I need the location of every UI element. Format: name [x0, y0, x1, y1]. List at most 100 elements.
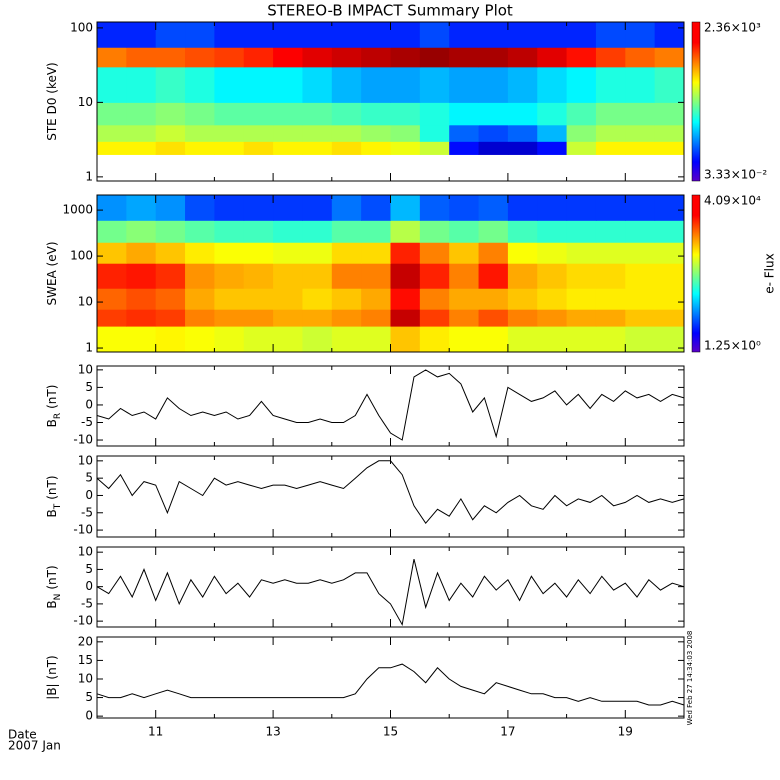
spectrogram-cell — [243, 66, 274, 103]
spectrogram-cell — [566, 309, 597, 327]
spectrogram-cell — [537, 22, 568, 48]
panel-frame — [96, 546, 685, 628]
colorbar-tick-label: 2.36×10³ — [704, 21, 761, 35]
spectrogram-cell — [595, 263, 626, 289]
spectrogram-cell — [97, 288, 127, 310]
spectrogram-cell — [155, 66, 186, 103]
spectrogram-cell — [243, 102, 274, 126]
spectrogram-cell — [126, 124, 157, 142]
y-tick-label: 100 — [70, 20, 93, 34]
spectrogram-cell — [566, 47, 597, 68]
spectrogram-cell — [243, 124, 274, 142]
spectrogram-cell — [654, 102, 685, 126]
spectrogram-cell — [419, 47, 450, 68]
spectrogram-cell — [566, 326, 597, 353]
spectrogram-cell — [331, 288, 362, 310]
y-tick-label: 10 — [78, 671, 93, 685]
spectrogram-cell — [390, 220, 421, 243]
spectrogram-cell — [302, 220, 333, 243]
spectrogram-cell — [595, 288, 626, 310]
spectrogram-cell — [331, 195, 362, 221]
spectrogram-cell — [419, 195, 450, 221]
spectrogram-cell — [361, 263, 391, 289]
spectrogram-cell — [302, 102, 333, 126]
spectrogram-cell — [331, 309, 362, 327]
spectrogram-cell — [273, 102, 303, 126]
spectrogram-cell — [126, 102, 157, 126]
spectrogram-cell — [390, 141, 421, 155]
spectrogram-cell — [185, 124, 215, 142]
spectrogram-cell — [331, 141, 362, 155]
spectrogram-cell — [273, 141, 303, 155]
spectrogram-cell — [126, 242, 157, 264]
y-tick-label: 10 — [78, 453, 93, 467]
spectrogram-cell — [185, 220, 215, 243]
spectrogram-cell — [331, 66, 362, 103]
panel-frame — [96, 636, 685, 719]
spectrogram-cell — [507, 66, 538, 103]
spectrogram-cell — [214, 141, 245, 155]
spectrogram-cell — [625, 309, 656, 327]
spectrogram-cell — [449, 242, 480, 264]
spectrogram-cell — [155, 102, 186, 126]
spectrogram-cell — [595, 22, 626, 48]
spectrogram-cell — [419, 263, 450, 289]
spectrogram-cell — [155, 22, 186, 48]
spectrogram-cell — [155, 220, 186, 243]
spectrogram-cell — [214, 102, 245, 126]
spectrogram-cell — [302, 309, 333, 327]
spectrogram-cell — [97, 309, 127, 327]
spectrogram-cell — [331, 124, 362, 142]
spectrogram-cell — [654, 141, 685, 155]
spectrogram-cell — [361, 124, 391, 142]
timestamp: Wed Feb 27 14:34:03 2008 — [686, 631, 694, 726]
spectrogram-cell — [302, 47, 333, 68]
spectrogram-cell — [155, 326, 186, 353]
spectrogram-cell — [507, 220, 538, 243]
spectrogram-cell — [625, 22, 656, 48]
y-tick-label: -10 — [73, 614, 93, 628]
spectrogram-cell — [537, 141, 568, 155]
panel-frame — [96, 455, 685, 538]
spectrogram-cell — [97, 124, 127, 142]
spectrogram-cell — [566, 263, 597, 289]
data-line — [96, 558, 685, 627]
spectrogram-cell — [273, 242, 303, 264]
y-tick-label: 5 — [85, 690, 93, 704]
spectrogram-cell — [419, 141, 450, 155]
y-label: STE D0 (keV) — [45, 62, 59, 141]
spectrogram-cell — [595, 47, 626, 68]
spectrogram-cell — [595, 326, 626, 353]
spectrogram-cell — [654, 242, 685, 264]
spectrogram-cell — [625, 102, 656, 126]
spectrogram-cell — [243, 47, 274, 68]
y-tick-label: 15 — [78, 653, 93, 667]
spectrogram-cell — [625, 326, 656, 353]
spectrogram-cell — [97, 263, 127, 289]
spectrogram-cell — [507, 326, 538, 353]
spectrogram-cell — [243, 288, 274, 310]
spectrogram-cell — [595, 242, 626, 264]
spectrogram-cell — [449, 326, 480, 353]
spectrogram-cell — [273, 22, 303, 48]
spectrogram-cell — [214, 309, 245, 327]
y-label: BN (nT) — [45, 565, 63, 608]
spectrogram-cell — [595, 102, 626, 126]
spectrogram-cell — [273, 220, 303, 243]
spectrogram-cell — [361, 195, 391, 221]
spectrogram-cell — [97, 22, 127, 48]
spectrogram-cell — [625, 124, 656, 142]
spectrogram-cell — [331, 220, 362, 243]
x-label: Date — [8, 728, 37, 742]
spectrogram-cell — [185, 263, 215, 289]
spectrogram-cell — [126, 22, 157, 48]
spectrogram-cell — [126, 309, 157, 327]
spectrogram-cell — [331, 326, 362, 353]
spectrogram-cell — [185, 195, 215, 221]
spectrogram-cell — [419, 326, 450, 353]
spectrogram-cell — [478, 288, 509, 310]
spectrogram-cell — [243, 195, 274, 221]
spectrogram-cell — [478, 195, 509, 221]
spectrogram-cell — [243, 141, 274, 155]
spectrogram-cell — [155, 47, 186, 68]
